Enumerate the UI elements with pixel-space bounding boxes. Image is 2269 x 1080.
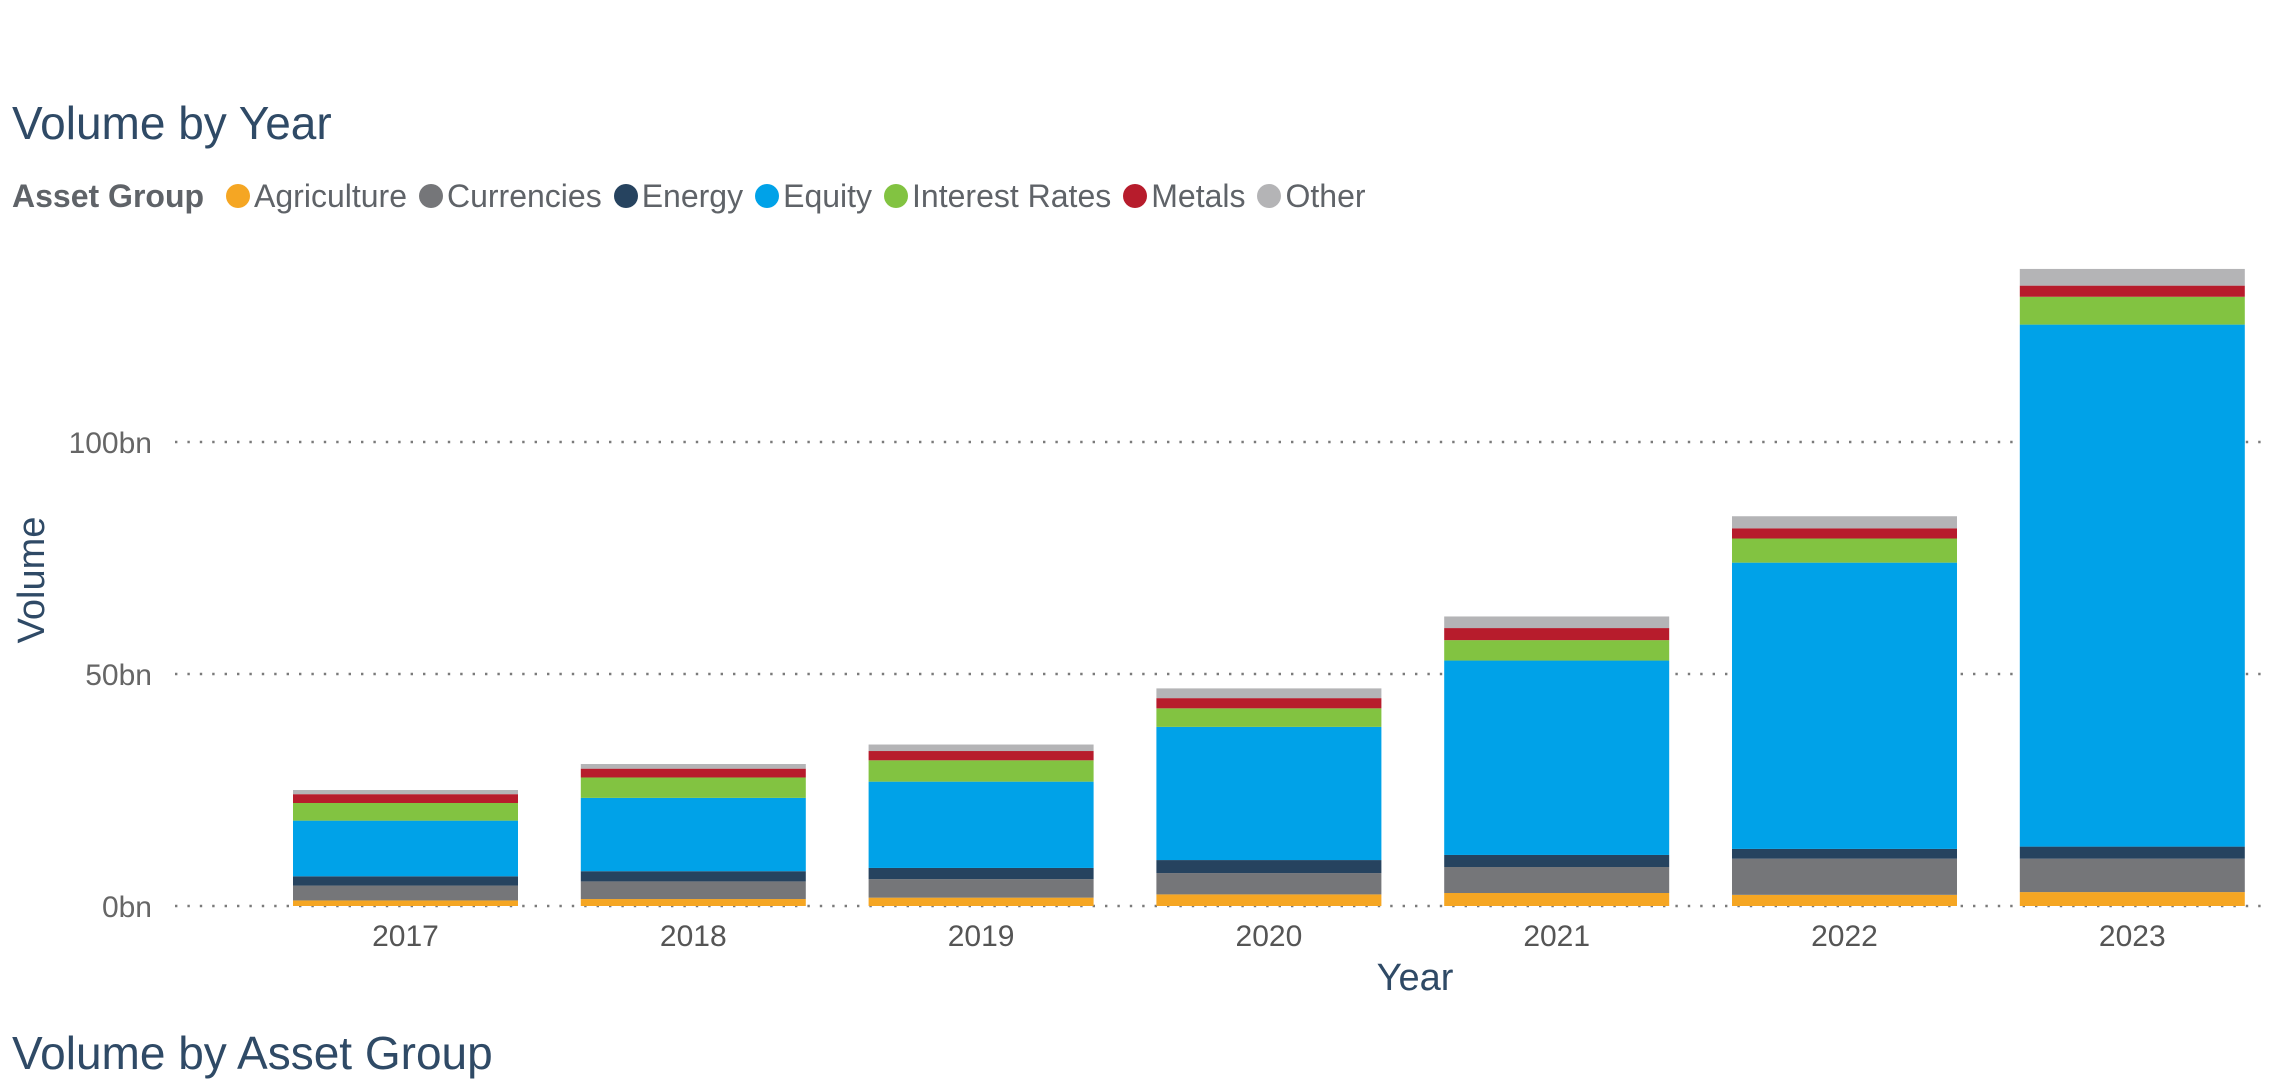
bar-segment-agriculture[interactable] — [293, 900, 518, 906]
bar-segment-agriculture[interactable] — [580, 899, 806, 906]
bar-segment-energy[interactable] — [1156, 860, 1382, 874]
legend-marker — [1123, 184, 1148, 208]
bar-segment-interest-rates[interactable] — [868, 760, 1094, 782]
bar-segment-energy[interactable] — [1444, 854, 1670, 868]
bar-segment-currencies[interactable] — [1156, 873, 1382, 895]
y-tick-label: 0bn — [102, 891, 152, 924]
x-tick-label: 2020 — [1236, 920, 1303, 953]
bar-segment-agriculture[interactable] — [1156, 894, 1382, 906]
legend-item-other[interactable]: Other — [1257, 177, 1366, 215]
legend-item-metals[interactable]: Metals — [1123, 178, 1245, 215]
legend-marker — [755, 184, 780, 208]
bar-segment-energy[interactable] — [580, 871, 806, 882]
bar-stack-2021[interactable] — [1444, 616, 1670, 906]
bar-segment-equity[interactable] — [868, 781, 1094, 868]
bar-stack-2022[interactable] — [1732, 516, 1957, 906]
bar-segment-currencies[interactable] — [2019, 858, 2245, 893]
legend-item-currencies[interactable]: Currencies — [418, 177, 602, 215]
bar-segment-equity[interactable] — [293, 820, 518, 877]
bar-segment-interest-rates[interactable] — [1732, 538, 1957, 563]
bar-stack-2018[interactable] — [580, 764, 806, 906]
legend-label: Interest Rates — [912, 177, 1112, 214]
legend-label: Other — [1285, 177, 1366, 214]
bar-segment-other[interactable] — [868, 744, 1094, 752]
bar-stack-2017[interactable] — [293, 790, 518, 906]
bar-stack-2020[interactable] — [1156, 688, 1382, 906]
bar-segment-agriculture[interactable] — [1732, 894, 1957, 906]
bar-stack-2023[interactable] — [2019, 268, 2245, 906]
legend-marker — [226, 184, 251, 208]
y-axis-title: Volume — [11, 517, 53, 644]
legend-label: Metals — [1151, 177, 1246, 214]
bar-segment-metals[interactable] — [2019, 285, 2245, 297]
bar-segment-other[interactable] — [580, 764, 806, 769]
bar-segment-energy[interactable] — [293, 876, 518, 886]
bar-segment-energy[interactable] — [868, 867, 1094, 880]
bar-segment-other[interactable] — [2019, 268, 2245, 286]
legend-items: Agriculture Currencies Energy Equity Interes… — [226, 178, 1377, 215]
legend-label: Equity — [783, 177, 873, 214]
legend-label: Currencies — [446, 177, 602, 214]
bar-segment-interest-rates[interactable] — [1444, 640, 1670, 661]
bar-segment-energy[interactable] — [2019, 846, 2245, 859]
x-tick-label: 2017 — [372, 920, 439, 953]
bar-segment-metals[interactable] — [580, 768, 806, 778]
y-tick-label: 50bn — [85, 659, 152, 692]
bar-segment-agriculture[interactable] — [2019, 892, 2245, 906]
bar-segment-interest-rates[interactable] — [1156, 708, 1382, 727]
bar-segment-currencies[interactable] — [293, 885, 518, 901]
bar-segment-currencies[interactable] — [1444, 867, 1670, 894]
legend-item-equity[interactable]: Equity — [755, 178, 872, 215]
legend-marker — [613, 184, 638, 208]
bar-segment-other[interactable] — [1444, 616, 1670, 629]
bar-segment-metals[interactable] — [1732, 528, 1957, 539]
next-section-title: Volume by Asset Group — [12, 1027, 493, 1079]
bar-segment-metals[interactable] — [293, 794, 518, 803]
bar-segment-interest-rates[interactable] — [2019, 296, 2245, 325]
legend-item-energy[interactable]: Energy — [613, 177, 744, 215]
bar-segment-interest-rates[interactable] — [580, 777, 806, 798]
x-tick-label: 2023 — [2099, 920, 2166, 953]
legend-title: Asset Group — [12, 177, 205, 214]
x-tick-label: 2021 — [1523, 920, 1590, 953]
legend-item-interest-rates[interactable]: Interest Rates — [884, 178, 1111, 215]
bar-segment-equity[interactable] — [1732, 562, 1957, 849]
bar-segment-metals[interactable] — [1156, 698, 1382, 709]
x-tick-label: 2019 — [948, 920, 1015, 953]
legend-label: Energy — [641, 177, 744, 214]
legend-marker — [1257, 184, 1282, 208]
bar-segment-other[interactable] — [293, 790, 518, 795]
bar-segment-energy[interactable] — [1732, 848, 1957, 859]
x-tick-label: 2022 — [1811, 920, 1878, 953]
x-axis-title: Year — [1377, 957, 1454, 999]
bar-segment-agriculture[interactable] — [1444, 893, 1670, 906]
bar-segment-equity[interactable] — [580, 797, 806, 872]
chart-plot: 0bn 50bn 100bn 2017 2018 2019 2020 2021 2022 202… — [11, 268, 2269, 999]
legend-label: Agriculture — [254, 177, 407, 214]
legend-item-agriculture[interactable]: Agriculture — [226, 178, 407, 215]
bar-segment-currencies[interactable] — [868, 879, 1094, 898]
bar-segment-metals[interactable] — [1444, 628, 1670, 641]
bar-segment-agriculture[interactable] — [868, 897, 1094, 906]
legend-marker — [418, 184, 443, 208]
bar-stack-2019[interactable] — [868, 744, 1094, 906]
y-tick-label: 100bn — [69, 427, 152, 460]
bar-segment-equity[interactable] — [2019, 324, 2245, 847]
bar-segment-currencies[interactable] — [580, 881, 806, 900]
bar-segment-equity[interactable] — [1156, 726, 1382, 861]
legend: Asset Group Agriculture Currencies Energy E… — [12, 176, 1378, 216]
bar-segment-other[interactable] — [1156, 688, 1382, 699]
legend-marker — [884, 184, 909, 208]
x-tick-label: 2018 — [660, 920, 727, 953]
bar-segment-other[interactable] — [1732, 516, 1957, 529]
bar-segment-metals[interactable] — [868, 751, 1094, 761]
chart-title: Volume by Year — [12, 97, 332, 149]
bar-segment-equity[interactable] — [1444, 660, 1670, 855]
bar-segment-interest-rates[interactable] — [293, 802, 518, 821]
bar-segment-currencies[interactable] — [1732, 858, 1957, 895]
